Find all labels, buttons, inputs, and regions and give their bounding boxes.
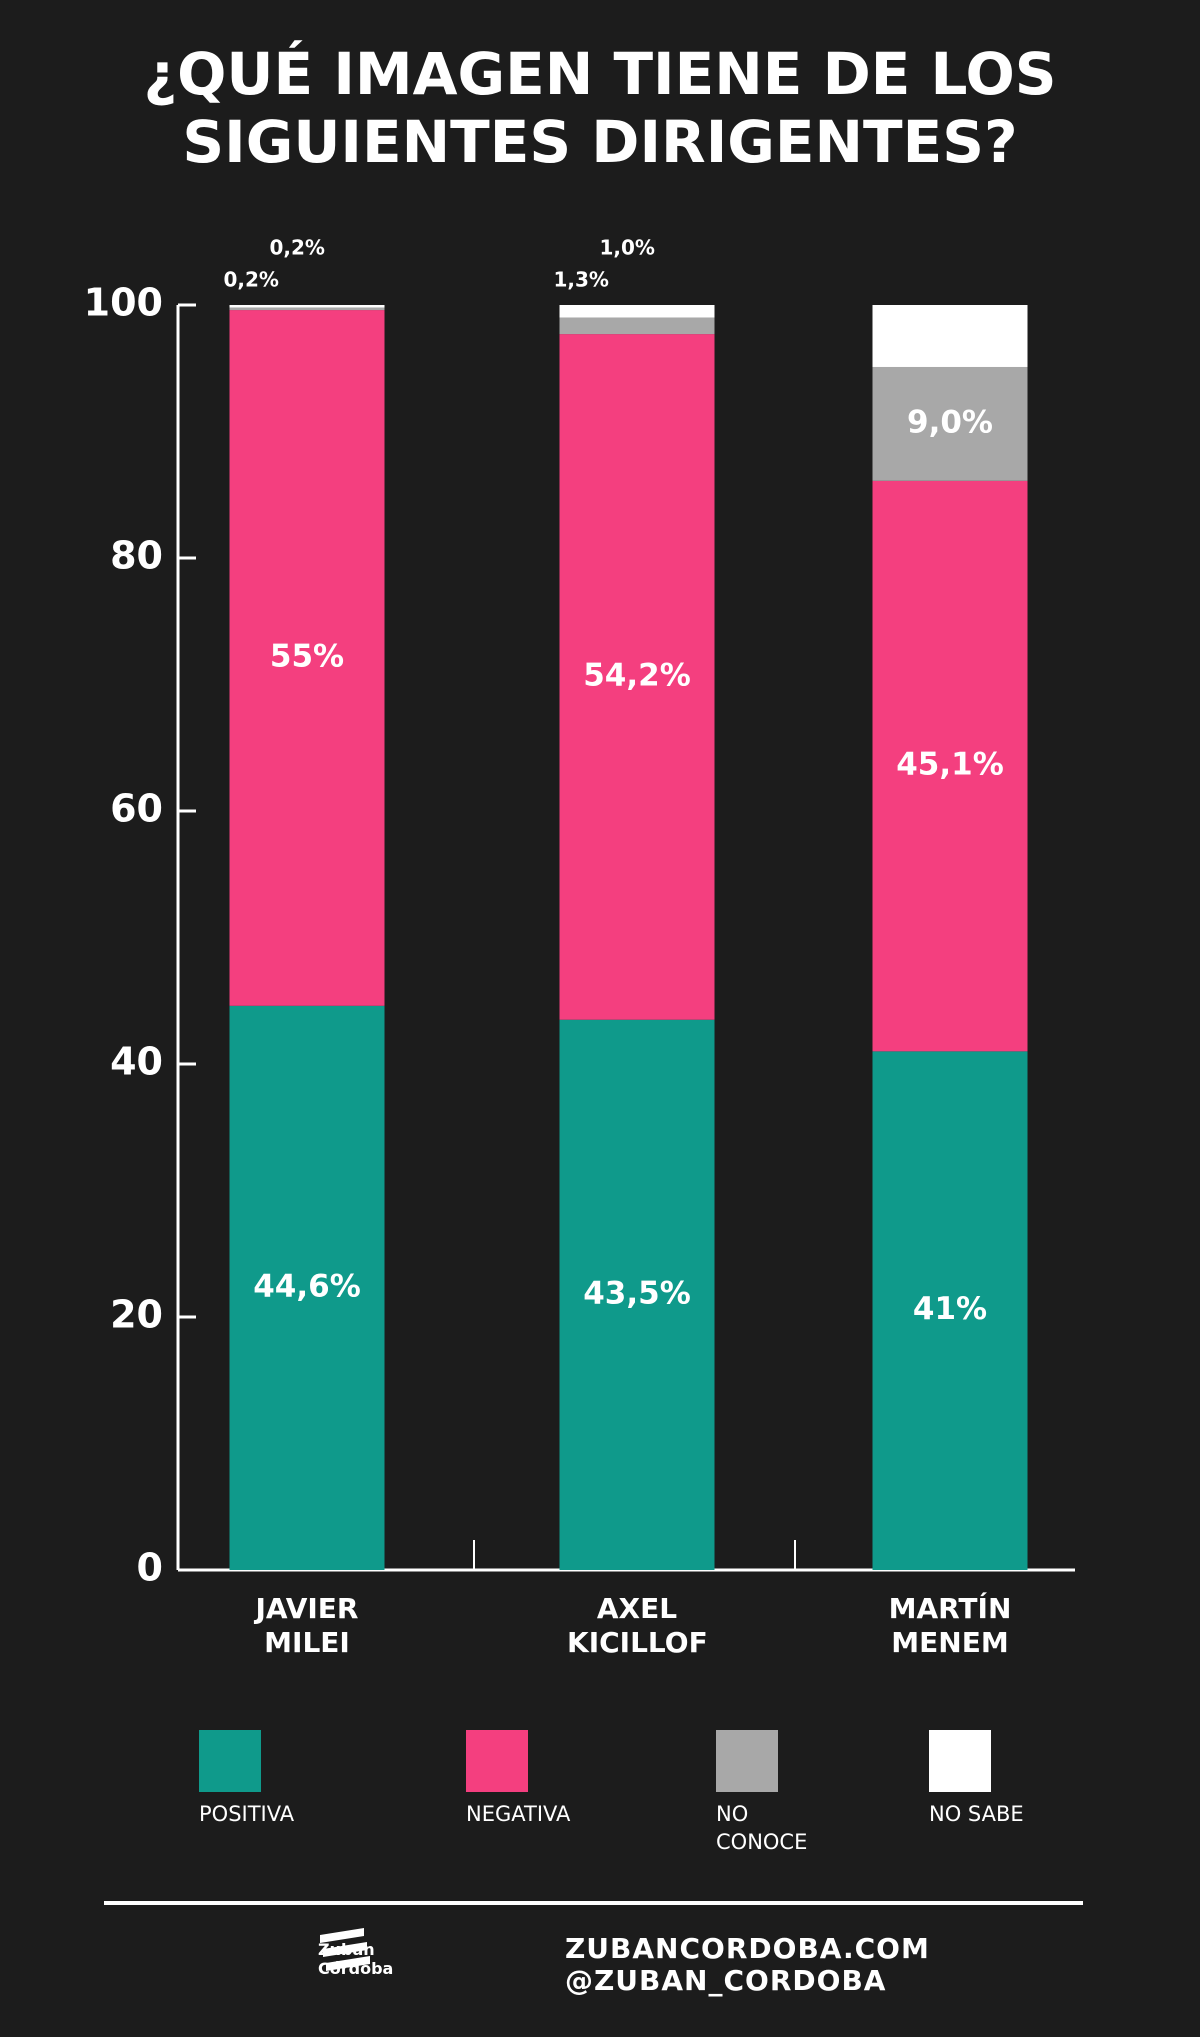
bar-segment xyxy=(229,310,385,1006)
value-label: 41% xyxy=(913,1291,987,1327)
legend-swatch xyxy=(199,1730,261,1792)
legend-label: NEGATIVA xyxy=(466,1802,571,1826)
category-label: MARTÍN MENEM xyxy=(888,1592,1012,1659)
logo: Zuban Córdoba xyxy=(318,1940,394,1978)
value-label: 1,3% xyxy=(554,268,609,292)
bar-segment xyxy=(872,366,1028,481)
bar-segment xyxy=(872,480,1028,1052)
bar-segment xyxy=(559,1019,715,1570)
y-tick-label: 20 xyxy=(110,1293,163,1337)
bar-segment xyxy=(559,317,715,335)
value-label: 0,2% xyxy=(224,268,279,292)
value-label: 43,5% xyxy=(583,1275,691,1311)
legend-swatch xyxy=(466,1730,528,1792)
legend-swatch xyxy=(929,1730,991,1792)
value-label: 45,1% xyxy=(896,747,1004,783)
website: ZUBANCORDOBA.COM xyxy=(565,1932,930,1965)
bar-segment xyxy=(229,1005,385,1570)
bar-segment xyxy=(229,307,385,311)
bar-segment xyxy=(559,334,715,1020)
legend-label: POSITIVA xyxy=(199,1802,295,1826)
logo-mark xyxy=(323,1942,367,1957)
bar-segment xyxy=(872,305,1028,367)
value-label: 9,0% xyxy=(907,404,993,440)
legend-swatch xyxy=(716,1730,778,1792)
logo-mark xyxy=(326,1956,370,1971)
logo-mark xyxy=(320,1928,364,1943)
value-label: 4,9% xyxy=(907,316,993,352)
legend-label: NO SABE xyxy=(929,1802,1024,1826)
y-tick-label: 80 xyxy=(110,534,163,578)
category-label: JAVIER MILEI xyxy=(255,1592,359,1659)
legend-label: NO CONOCE xyxy=(716,1802,808,1854)
twitter: @ZUBAN_CORDOBA xyxy=(565,1964,887,1997)
value-label: 55% xyxy=(270,638,344,674)
bar-segment xyxy=(229,305,385,308)
value-label: 1,0% xyxy=(600,236,655,260)
value-label: 54,2% xyxy=(583,657,691,693)
y-tick-label: 40 xyxy=(110,1040,163,1084)
y-tick-label: 0 xyxy=(137,1546,163,1590)
y-tick-label: 100 xyxy=(84,281,163,325)
value-label: 0,2% xyxy=(270,236,325,260)
bar-segment xyxy=(872,1051,1028,1570)
chart-title: ¿QUÉ IMAGEN TIENE DE LOS SIGUIENTES DIRI… xyxy=(143,40,1057,176)
bar-segment xyxy=(559,305,715,318)
value-label: 44,6% xyxy=(253,1268,361,1304)
category-label: AXEL KICILLOF xyxy=(567,1592,708,1659)
y-tick-label: 60 xyxy=(110,787,163,831)
